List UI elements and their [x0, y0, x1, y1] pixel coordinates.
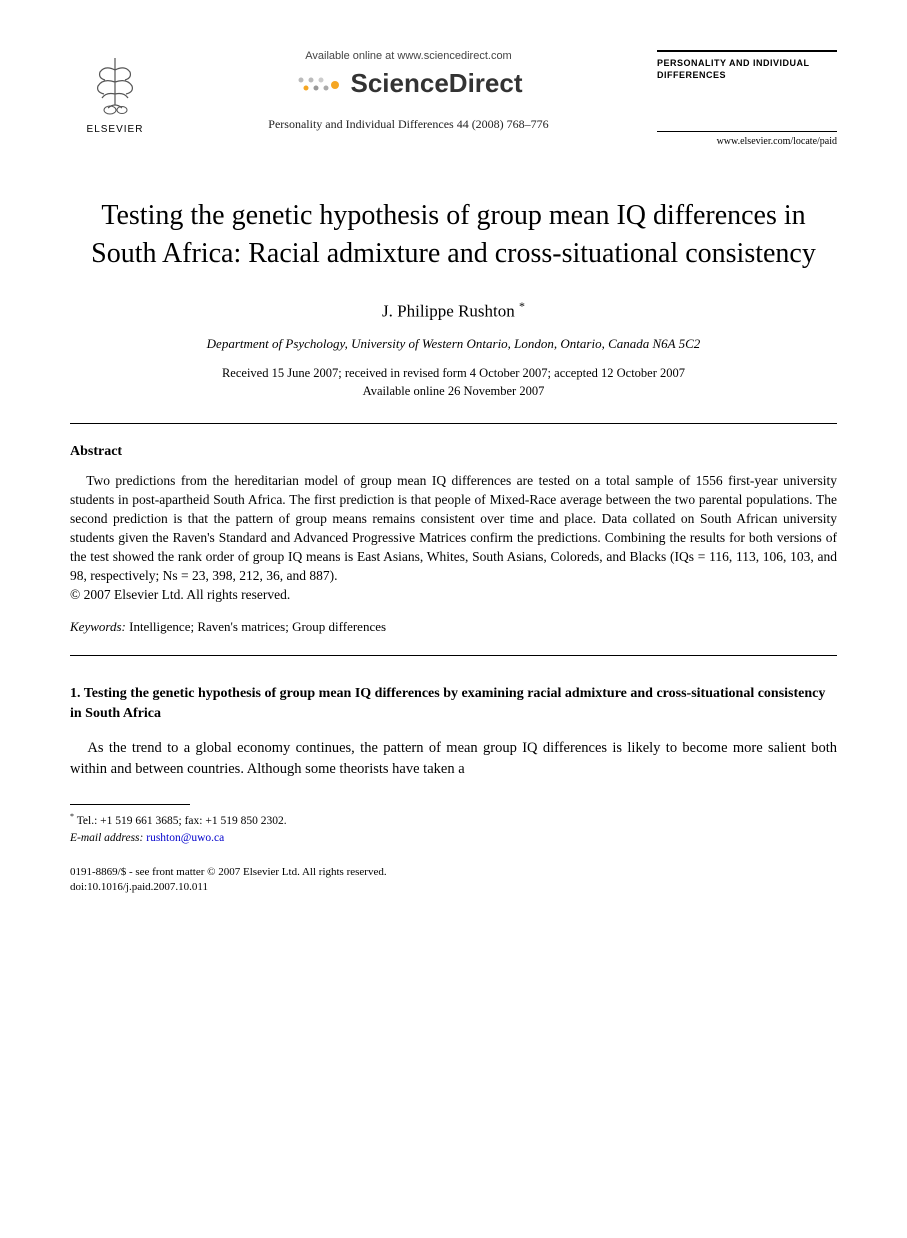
- abstract-copyright: © 2007 Elsevier Ltd. All rights reserved…: [70, 587, 837, 603]
- elsevier-tree-icon: [80, 50, 150, 120]
- header-center: Available online at www.sciencedirect.co…: [160, 50, 657, 132]
- footnote-contact-line: * Tel.: +1 519 661 3685; fax: +1 519 850…: [70, 811, 837, 830]
- publisher-logo-block: ELSEVIER: [70, 50, 160, 135]
- author-marker: *: [519, 299, 525, 313]
- dates-block: Received 15 June 2007; received in revis…: [70, 364, 837, 402]
- keywords-text: Intelligence; Raven's matrices; Group di…: [129, 619, 386, 634]
- sd-dots-icon: [295, 74, 341, 103]
- keywords-line: Keywords: Intelligence; Raven's matrices…: [70, 619, 837, 635]
- footnote-email[interactable]: rushton@uwo.ca: [146, 832, 224, 844]
- footnote-email-label: E-mail address:: [70, 832, 143, 844]
- footnote-contact: Tel.: +1 519 661 3685; fax: +1 519 850 2…: [77, 815, 287, 827]
- title-block: Testing the genetic hypothesis of group …: [70, 197, 837, 273]
- affiliation: Department of Psychology, University of …: [70, 336, 837, 352]
- header-right: PERSONALITY AND INDIVIDUAL DIFFERENCES w…: [657, 50, 837, 147]
- journal-reference: Personality and Individual Differences 4…: [180, 117, 637, 132]
- journal-name-small: PERSONALITY AND INDIVIDUAL DIFFERENCES: [657, 58, 837, 81]
- sciencedirect-logo: ScienceDirect: [180, 68, 637, 103]
- sciencedirect-text: ScienceDirect: [351, 68, 523, 98]
- dates-received: Received 15 June 2007; received in revis…: [70, 364, 837, 383]
- doi-line: doi:10.1016/j.paid.2007.10.011: [70, 880, 837, 895]
- footnote-email-line: E-mail address: rushton@uwo.ca: [70, 830, 837, 847]
- abstract-text: Two predictions from the hereditarian mo…: [70, 472, 837, 585]
- journal-name-box: PERSONALITY AND INDIVIDUAL DIFFERENCES: [657, 50, 837, 81]
- paper-title: Testing the genetic hypothesis of group …: [70, 197, 837, 273]
- issn-line: 0191-8869/$ - see front matter © 2007 El…: [70, 865, 837, 880]
- keywords-label: Keywords:: [70, 619, 126, 634]
- section-1-body: As the trend to a global economy continu…: [70, 738, 837, 780]
- rule-below-keywords: [70, 655, 837, 656]
- rule-above-abstract: [70, 423, 837, 424]
- header-row: ELSEVIER Available online at www.science…: [70, 50, 837, 147]
- dates-online: Available online 26 November 2007: [70, 382, 837, 401]
- available-online-text: Available online at www.sciencedirect.co…: [180, 50, 637, 62]
- footnote-marker: *: [70, 812, 74, 821]
- footnote-block: * Tel.: +1 519 661 3685; fax: +1 519 850…: [70, 811, 837, 847]
- publisher-label: ELSEVIER: [70, 124, 160, 135]
- journal-url: www.elsevier.com/locate/paid: [657, 131, 837, 147]
- author-line: J. Philippe Rushton *: [70, 299, 837, 322]
- author-name: J. Philippe Rushton: [382, 302, 515, 321]
- abstract-label: Abstract: [70, 444, 837, 460]
- section-1-heading: 1. Testing the genetic hypothesis of gro…: [70, 684, 837, 723]
- footnote-rule: [70, 804, 190, 805]
- bottom-meta: 0191-8869/$ - see front matter © 2007 El…: [70, 865, 837, 896]
